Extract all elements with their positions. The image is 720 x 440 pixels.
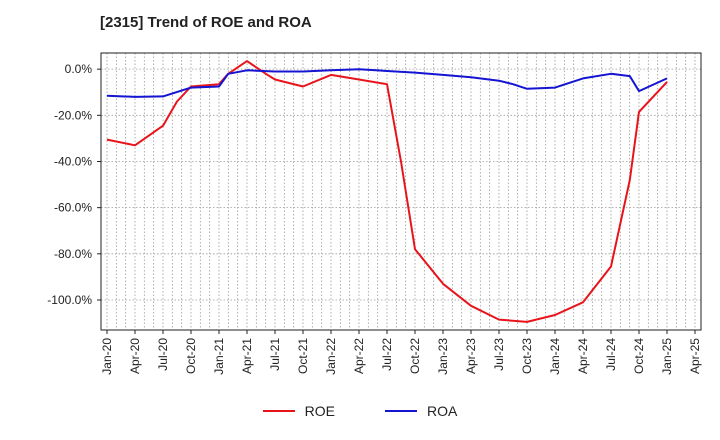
x-tick-label: Jan-25 (660, 338, 674, 375)
y-axis-ticks: 0.0% -20.0% -40.0% -60.0% -80.0% -100.0% (47, 62, 101, 307)
plot-area-background (101, 53, 701, 330)
y-tick-label: 0.0% (65, 62, 93, 76)
x-axis-ticks: Jan-20 Apr-20 Jul-20 Oct-20 Jan-21 Apr-21 Jul-… (100, 330, 702, 375)
y-tick-label: -20.0% (54, 108, 92, 122)
plot-area-frame (100, 52, 702, 331)
series-line-roe (106, 60, 668, 323)
x-tick-label: Jul-22 (380, 338, 394, 371)
x-tick-label: Apr-20 (128, 338, 142, 374)
x-tick-label: Apr-24 (576, 338, 590, 374)
y-tick-label: -60.0% (54, 201, 92, 215)
series-layer (106, 60, 668, 323)
grid-layer (101, 53, 701, 330)
x-tick-label: Jul-24 (604, 338, 618, 371)
y-tick-label: -100.0% (47, 293, 92, 307)
legend-item-roa: ROA (385, 403, 457, 419)
x-tick-label: Jan-23 (436, 338, 450, 375)
x-tick-label: Oct-23 (520, 338, 534, 374)
x-tick-label: Oct-21 (296, 338, 310, 374)
x-tick-label: Jan-22 (324, 338, 338, 375)
series-line-roa (106, 68, 668, 98)
legend-label-roe: ROE (304, 403, 335, 419)
x-tick-label: Jul-20 (156, 338, 170, 371)
x-tick-label: Jan-20 (100, 338, 114, 375)
x-tick-label: Jan-21 (212, 338, 226, 375)
legend-item-roe: ROE (262, 403, 335, 419)
x-tick-label: Jul-21 (268, 338, 282, 371)
x-tick-label: Oct-22 (408, 338, 422, 374)
x-tick-label: Apr-23 (464, 338, 478, 374)
legend-swatch-roa (385, 410, 417, 412)
legend-label-roa: ROA (427, 403, 458, 419)
x-tick-label: Apr-22 (352, 338, 366, 374)
x-tick-label: Jul-23 (492, 338, 506, 371)
legend-swatch-roe (262, 410, 295, 412)
y-tick-label: -40.0% (54, 154, 92, 168)
x-tick-label: Apr-25 (688, 338, 702, 374)
legend: ROE ROA (0, 403, 720, 419)
chart-title: [2315] Trend of ROE and ROA (100, 14, 312, 31)
x-tick-label: Oct-20 (184, 338, 198, 374)
x-tick-label: Jan-24 (548, 338, 562, 375)
y-tick-label: -80.0% (54, 247, 92, 261)
x-tick-label: Oct-24 (632, 338, 646, 374)
x-tick-label: Apr-21 (240, 338, 254, 374)
